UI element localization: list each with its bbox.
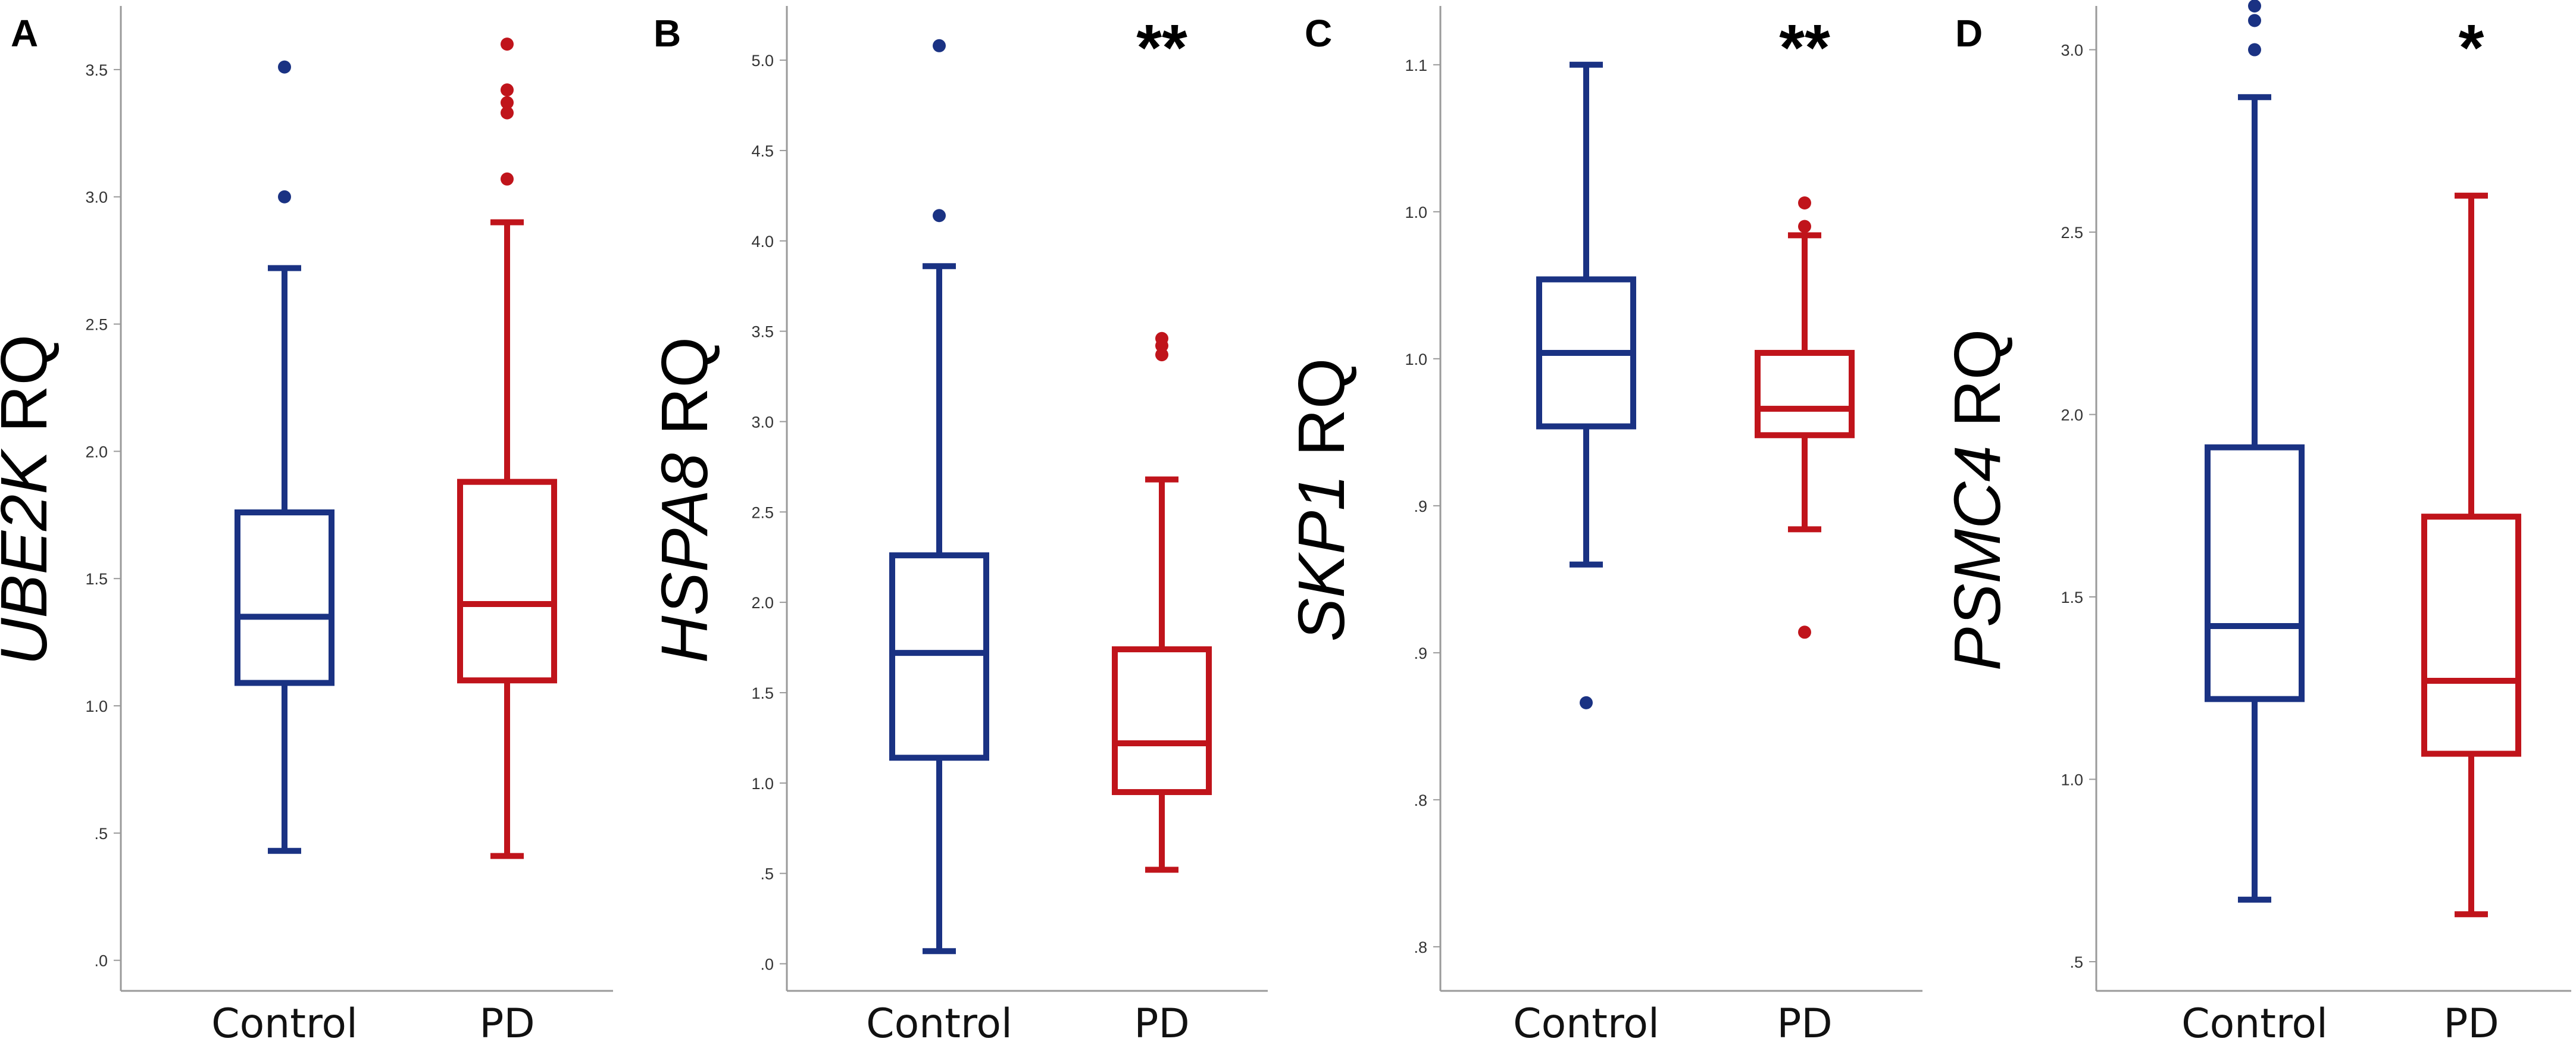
outlier-point	[933, 209, 946, 223]
panel-letter: D	[1955, 12, 1983, 55]
y-tick-label: .8	[1414, 938, 1427, 956]
box-pd	[1112, 476, 1212, 873]
y-axis-label: PSMC4 RQ	[1941, 329, 2014, 671]
panel-d: .5 1.0 1.5 2.0 2.5 3.0 Control PD D PSMC4 RQ *	[1941, 0, 2571, 1047]
y-tick-label: 2.0	[751, 594, 774, 612]
outlier-point	[1798, 625, 1811, 639]
box-pd	[1755, 232, 1855, 533]
box-iqr	[457, 478, 557, 684]
y-tick-label: 2.5	[751, 503, 774, 521]
y-tick-label: 5.0	[751, 52, 774, 70]
outlier-point	[1155, 348, 1168, 362]
panel-a: .0 .5 1.0 1.5 2.0 2.5 3.0 3.5 Control PD A UBE2K RQ	[0, 6, 613, 1047]
x-category-label: PD	[1134, 1000, 1189, 1047]
y-tick-label: .0	[94, 952, 108, 970]
box-pd	[457, 219, 557, 859]
y-tick-label: .5	[94, 825, 108, 843]
significance-marker: **	[1136, 11, 1187, 85]
outlier-point	[501, 172, 514, 186]
y-tick-label: .9	[1414, 645, 1427, 662]
y-axis-label: HSPA8 RQ	[648, 337, 721, 663]
y-tick-label: 1.0	[2061, 771, 2083, 789]
y-axis-label-unit: RQ	[648, 337, 721, 453]
y-tick-label: 1.5	[85, 570, 108, 588]
y-tick-label: 1.5	[751, 684, 774, 702]
y-tick-label: .9	[1414, 498, 1427, 515]
outlier-point	[933, 39, 946, 52]
outlier-point	[278, 60, 291, 74]
y-tick-label: 3.0	[751, 413, 774, 431]
panel-letter: C	[1305, 12, 1332, 55]
box-control	[235, 265, 334, 854]
x-category-label: PD	[479, 1000, 534, 1047]
box-iqr	[1755, 349, 1855, 439]
outlier-point	[278, 190, 291, 204]
y-tick-label: .8	[1414, 792, 1427, 809]
y-tick-label: 1.0	[1405, 351, 1427, 368]
y-tick-label: .0	[760, 955, 774, 973]
y-axis-label-unit: RQ	[1285, 358, 1358, 475]
outlier-point	[1155, 331, 1168, 345]
y-tick-label: 1.0	[751, 775, 774, 793]
x-category-label: Control	[866, 1000, 1012, 1047]
y-tick-label: 1.0	[85, 697, 108, 715]
panel-letter: B	[654, 12, 681, 55]
y-tick-label: .5	[2069, 953, 2083, 971]
panel-letter: A	[11, 12, 38, 55]
y-tick-label: 3.5	[85, 61, 108, 79]
outlier-point	[1798, 196, 1811, 209]
y-tick-label: 2.5	[85, 316, 108, 334]
box-iqr	[889, 552, 989, 761]
outlier-point	[501, 83, 514, 97]
y-axis-label-gene: PSMC4	[1941, 445, 2014, 671]
outlier-point	[1580, 696, 1593, 709]
box-iqr	[235, 509, 334, 686]
panel-b: .0 .5 1.0 1.5 2.0 2.5 3.0 3.5 4.0 4.5 5.0 Control PD…	[648, 6, 1268, 1047]
box-control	[889, 263, 989, 955]
y-axis-label: UBE2K RQ	[0, 334, 61, 665]
y-axis-label-gene: HSPA8	[648, 453, 721, 664]
x-category-label: PD	[2443, 1000, 2499, 1047]
outlier-point	[1798, 220, 1811, 233]
y-axis-label: SKP1 RQ	[1285, 358, 1358, 642]
box-control	[1536, 61, 1636, 568]
outlier-point	[501, 37, 514, 51]
significance-marker: *	[2459, 11, 2484, 85]
y-tick-label: 1.5	[2061, 589, 2083, 606]
y-tick-label: 2.0	[85, 443, 108, 461]
outlier-point	[501, 106, 514, 120]
y-tick-label: 4.5	[751, 142, 774, 160]
y-axis-label-gene: SKP1	[1285, 474, 1358, 642]
outlier-point	[2248, 14, 2261, 27]
panel-c: .8 .8 .9 .9 1.0 1.0 1.1 Control PD C SKP1 RQ **	[1285, 6, 1922, 1047]
x-category-label: Control	[2181, 1000, 2328, 1047]
outlier-point	[2248, 43, 2261, 57]
x-category-label: Control	[211, 1000, 358, 1047]
y-axis-label-unit: RQ	[1941, 329, 2014, 446]
y-tick-label: 3.0	[85, 189, 108, 207]
y-tick-label: 1.0	[1405, 204, 1427, 221]
box-control	[2205, 94, 2305, 903]
y-axis-label-unit: RQ	[0, 334, 61, 451]
significance-marker: **	[1779, 11, 1830, 85]
y-axis-label-gene: UBE2K	[0, 448, 61, 665]
y-tick-label: 3.5	[751, 323, 774, 341]
box-iqr	[2421, 514, 2521, 757]
box-iqr	[2205, 444, 2305, 702]
y-tick-label: 1.1	[1405, 57, 1427, 74]
box-iqr	[1112, 646, 1212, 795]
y-tick-label: 3.0	[2061, 42, 2083, 60]
x-category-label: PD	[1777, 1000, 1832, 1047]
outlier-point	[501, 96, 514, 110]
box-pd	[2421, 192, 2521, 918]
y-tick-label: 4.0	[751, 233, 774, 251]
x-category-label: Control	[1513, 1000, 1659, 1047]
y-tick-label: .5	[760, 865, 774, 883]
y-tick-label: 2.0	[2061, 406, 2083, 424]
outlier-point	[2248, 0, 2261, 12]
y-tick-label: 2.5	[2061, 224, 2083, 242]
